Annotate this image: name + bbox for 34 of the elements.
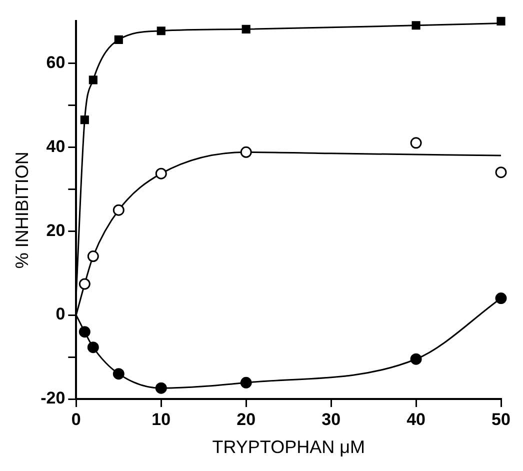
point (78, 278, 90, 290)
y-tick-label: 60 (46, 52, 66, 72)
point (156, 26, 166, 36)
point (155, 382, 167, 394)
point (155, 168, 167, 180)
x-tick-label: 30 (322, 410, 341, 429)
point (410, 353, 422, 365)
point (240, 376, 252, 388)
point (495, 292, 507, 304)
point (112, 368, 124, 380)
point (495, 166, 507, 178)
point (112, 204, 124, 216)
x-tick-label: 40 (406, 410, 426, 429)
x-tick-label: 0 (71, 410, 81, 429)
y-axis-title: % INHIBITION (12, 152, 32, 269)
y-tick-label: 0 (56, 304, 66, 324)
x-axis-title: TRYPTOPHAN μM (212, 437, 365, 458)
x-tick-label: 10 (152, 410, 171, 429)
x-tick-label: 20 (236, 410, 256, 429)
point (88, 76, 98, 84)
y-tick-label: 20 (46, 220, 66, 240)
point (114, 35, 123, 44)
point (87, 342, 99, 354)
point (80, 116, 89, 124)
point (240, 146, 252, 158)
point (242, 24, 250, 34)
y-tick-label: 40 (46, 136, 66, 156)
point (412, 21, 420, 30)
point (87, 250, 99, 262)
point (78, 326, 90, 338)
x-tick-label: 50 (492, 410, 510, 429)
y-tick-label: -20 (40, 388, 66, 408)
point (496, 16, 506, 26)
point (410, 137, 422, 149)
